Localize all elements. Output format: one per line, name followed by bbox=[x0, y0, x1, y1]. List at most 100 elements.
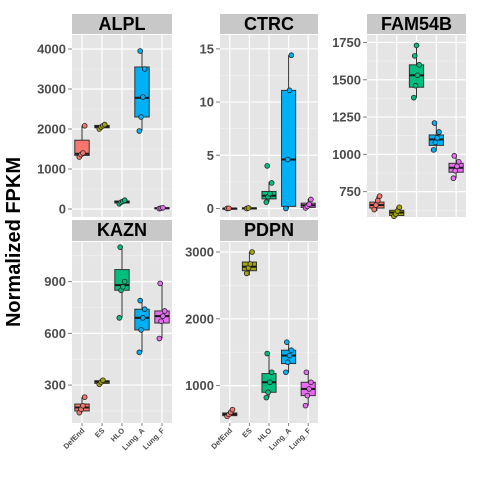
panel-ctrc: CTRC 0 5 10 15 bbox=[200, 14, 318, 217]
data-point bbox=[263, 199, 270, 205]
data-point bbox=[136, 349, 143, 356]
y-tick-label: 1000 bbox=[37, 162, 66, 177]
data-point bbox=[268, 369, 275, 376]
data-point bbox=[138, 114, 144, 120]
y-tick-label: 900 bbox=[44, 274, 66, 289]
x-tick-label: ES bbox=[93, 426, 106, 439]
y-axis-title: Normalized FPKM bbox=[3, 157, 25, 327]
box-lung-a bbox=[134, 297, 150, 356]
panel-strip bbox=[220, 14, 318, 34]
data-point bbox=[229, 406, 236, 413]
y-tick-label: 750 bbox=[339, 184, 361, 199]
data-point bbox=[226, 205, 232, 212]
data-point bbox=[412, 82, 419, 89]
data-point bbox=[286, 87, 293, 94]
box-lung-f bbox=[448, 153, 464, 182]
box-iqr bbox=[134, 66, 150, 118]
box-lung-f bbox=[154, 280, 170, 342]
box-hlo bbox=[408, 42, 425, 101]
data-point bbox=[249, 249, 255, 255]
data-point bbox=[117, 244, 123, 250]
panel-title: FAM54B bbox=[381, 14, 452, 34]
data-point bbox=[306, 386, 312, 392]
data-point bbox=[140, 94, 146, 100]
data-point bbox=[303, 369, 310, 376]
panel-title: KAZN bbox=[97, 220, 147, 240]
data-point bbox=[100, 377, 106, 384]
box-defend bbox=[222, 406, 238, 420]
y-tick-label: 0 bbox=[59, 202, 66, 217]
y-tick-label: 10 bbox=[200, 95, 214, 110]
data-point bbox=[140, 315, 146, 321]
panel-title: CTRC bbox=[244, 14, 294, 34]
data-point bbox=[376, 193, 383, 199]
box-hlo bbox=[114, 244, 130, 321]
box-lung-a bbox=[281, 52, 297, 212]
panel-fam54b: FAM54B 750 1000 1250 1500 1750 bbox=[332, 14, 466, 220]
data-point bbox=[286, 352, 293, 359]
data-point bbox=[161, 308, 168, 314]
box-lung-f bbox=[154, 205, 170, 212]
data-point bbox=[414, 72, 421, 79]
data-point bbox=[80, 402, 86, 409]
y-tick-label: 3000 bbox=[37, 82, 66, 97]
panels-layer: ALPL 0 1000 2000 3000 4000 CTRC 0 5 10 15 FAM54B 750… bbox=[37, 14, 466, 452]
data-point bbox=[268, 180, 275, 186]
panel-strip bbox=[367, 14, 466, 34]
panel-alpl: ALPL 0 1000 2000 3000 4000 bbox=[37, 14, 172, 217]
box-hlo bbox=[261, 350, 277, 401]
y-tick-label: 15 bbox=[200, 41, 214, 56]
box-defend bbox=[74, 394, 90, 416]
data-point bbox=[304, 392, 311, 399]
box-lung-a bbox=[134, 48, 150, 134]
y-tick-label: 4000 bbox=[37, 42, 66, 57]
y-tick-label: 2000 bbox=[37, 122, 66, 137]
data-point bbox=[413, 42, 420, 49]
data-point bbox=[308, 379, 314, 386]
data-point bbox=[436, 129, 442, 135]
data-point bbox=[137, 48, 144, 54]
data-point bbox=[288, 347, 295, 353]
box-defend bbox=[222, 205, 238, 212]
x-tick-label: Lung_F bbox=[141, 426, 167, 452]
data-point bbox=[302, 402, 309, 409]
box-es bbox=[389, 204, 405, 220]
box-hlo bbox=[114, 197, 130, 207]
data-point bbox=[121, 197, 128, 204]
y-tick-label: 2000 bbox=[185, 311, 214, 326]
data-point bbox=[141, 66, 148, 72]
data-point bbox=[416, 62, 423, 68]
box-defend bbox=[74, 123, 90, 160]
box-lung-f bbox=[300, 196, 316, 211]
data-point bbox=[396, 204, 403, 211]
box-es bbox=[241, 249, 257, 277]
data-point bbox=[247, 261, 254, 267]
box-es bbox=[94, 377, 110, 388]
data-point bbox=[267, 190, 273, 197]
data-point bbox=[283, 205, 289, 212]
data-point bbox=[101, 121, 108, 128]
y-tick-label: 1250 bbox=[332, 110, 361, 125]
y-tick-label: 5 bbox=[207, 148, 214, 163]
data-point bbox=[137, 297, 144, 304]
data-point bbox=[434, 135, 441, 141]
data-point bbox=[288, 52, 295, 59]
data-point bbox=[264, 350, 271, 357]
box-lung-a bbox=[281, 339, 297, 376]
data-point bbox=[158, 318, 164, 325]
panel-strip bbox=[72, 220, 172, 241]
y-tick-label: 600 bbox=[44, 326, 66, 341]
box-lung-a bbox=[428, 120, 444, 153]
data-point bbox=[410, 94, 417, 101]
y-tick-label: 1750 bbox=[332, 35, 361, 50]
data-point bbox=[120, 284, 126, 290]
data-point bbox=[283, 369, 289, 376]
box-lung-f bbox=[300, 369, 316, 409]
box-es bbox=[241, 205, 257, 212]
data-point bbox=[267, 379, 273, 386]
y-tick-label: 0 bbox=[207, 201, 214, 216]
y-tick-label: 1000 bbox=[332, 147, 361, 162]
